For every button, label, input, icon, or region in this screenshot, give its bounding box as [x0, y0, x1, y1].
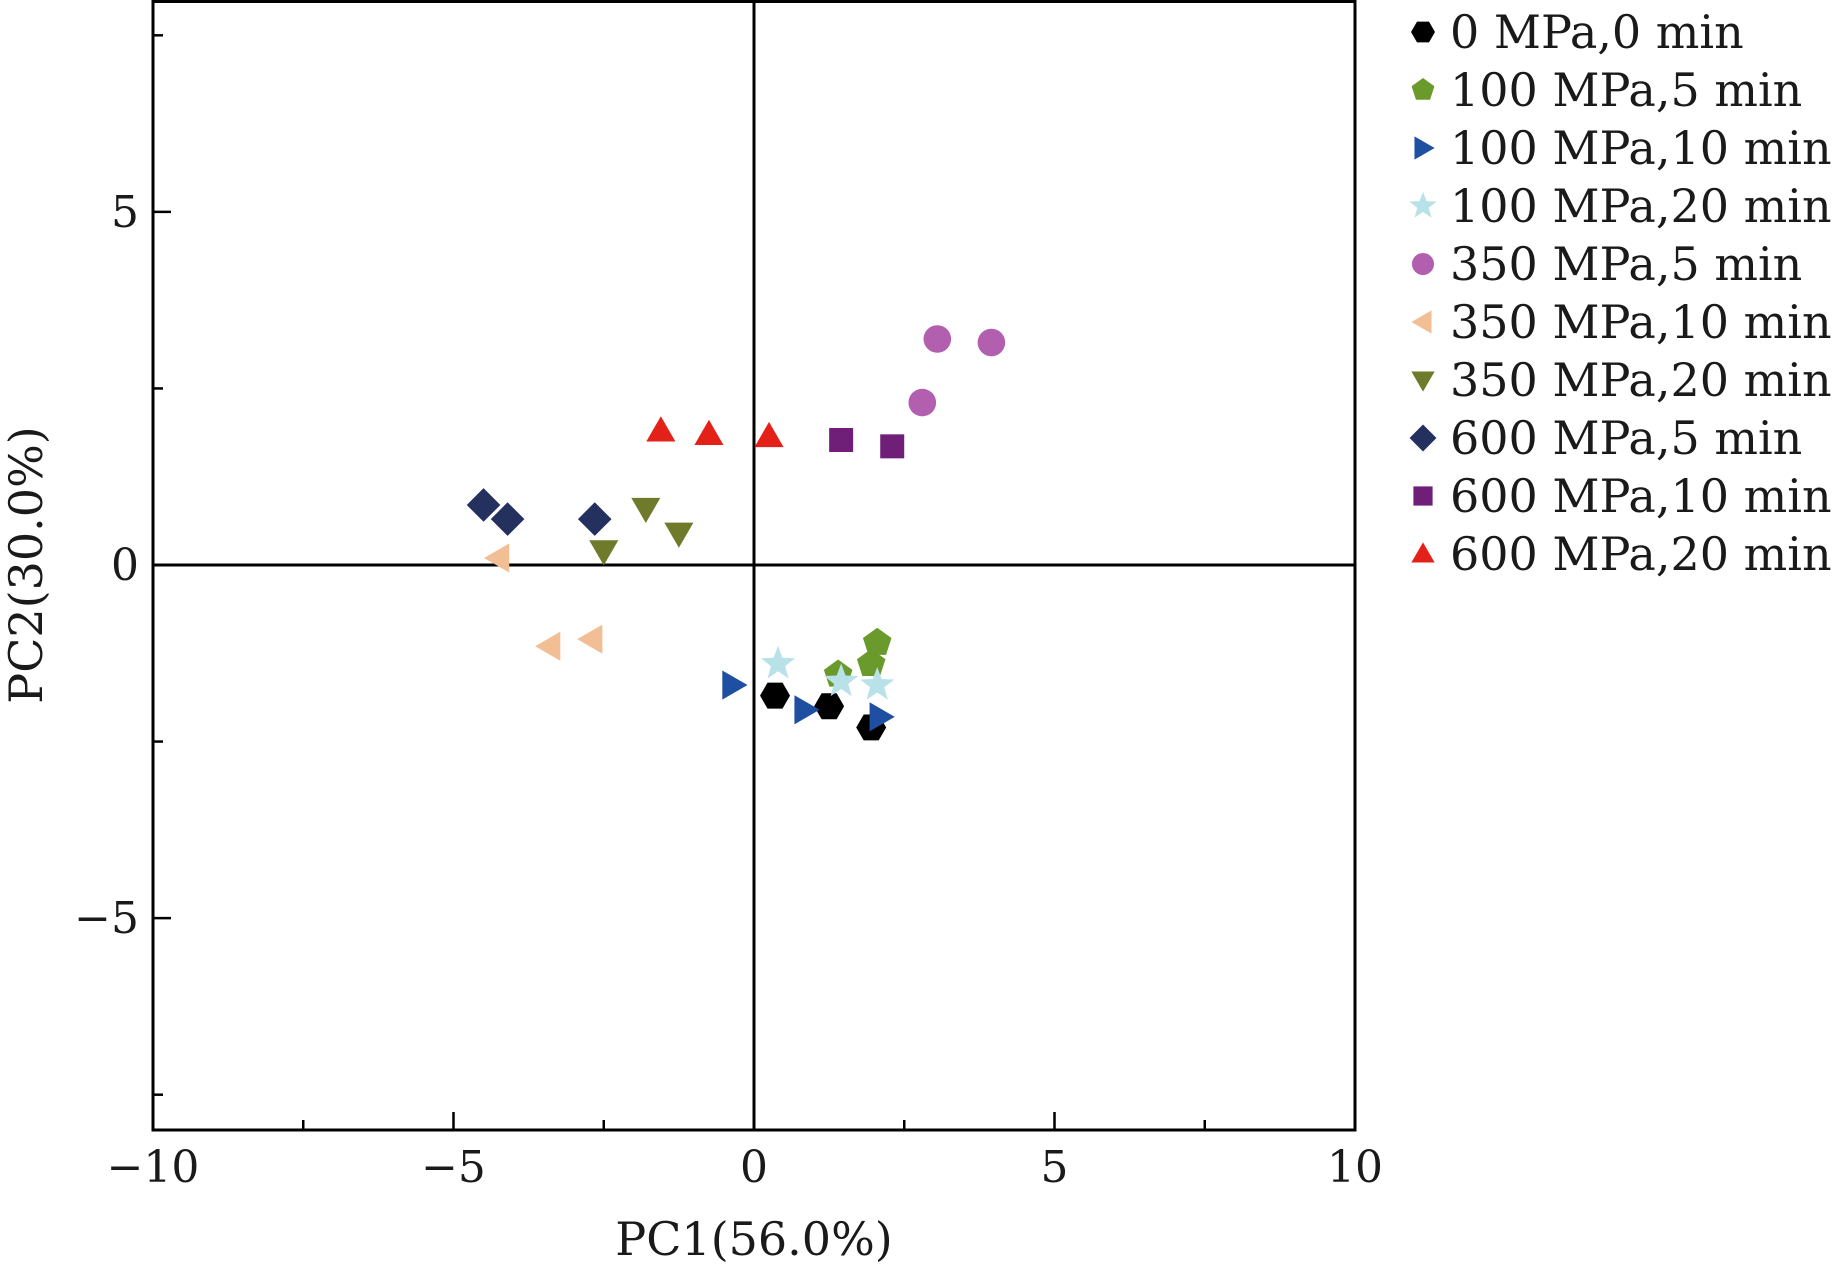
legend-marker — [1414, 136, 1435, 160]
legend-label: 350 MPa,5 min — [1450, 237, 1802, 291]
legend-marker — [1409, 424, 1437, 452]
legend-marker — [1409, 191, 1437, 218]
data-point — [794, 695, 820, 725]
legend-label: 100 MPa,20 min — [1450, 179, 1832, 233]
legend-label: 350 MPa,10 min — [1450, 295, 1832, 349]
legend-label: 600 MPa,5 min — [1450, 411, 1802, 465]
data-point — [754, 421, 784, 448]
axis-ticks — [151, 34, 1357, 1130]
data-point — [577, 502, 612, 536]
legend-marker — [1411, 371, 1435, 392]
data-point — [860, 667, 895, 700]
data-points — [466, 325, 1006, 741]
legend-marker — [1413, 486, 1433, 506]
data-point — [824, 663, 859, 697]
y-axis-title: PC2(30.0%) — [0, 426, 53, 703]
data-point — [490, 502, 525, 536]
legend-marker — [1411, 78, 1435, 100]
zero-lines — [153, 0, 1355, 1130]
data-point — [577, 624, 603, 654]
data-point — [466, 488, 501, 522]
x-tick-label: 0 — [740, 1142, 768, 1193]
data-point — [814, 693, 845, 720]
data-point — [589, 540, 619, 566]
legend-marker — [1411, 252, 1435, 276]
legend-marker — [1411, 310, 1432, 334]
data-point — [631, 497, 661, 524]
data-point — [646, 416, 676, 442]
data-point — [722, 670, 748, 700]
data-point — [862, 627, 892, 655]
data-point — [869, 702, 895, 732]
data-point — [908, 388, 937, 417]
axis-tick-labels: −10 −5 0 5 10 5 0 −5 — [74, 187, 1383, 1193]
data-point — [694, 419, 724, 445]
legend-label: 0 MPa,0 min — [1450, 5, 1744, 59]
data-point — [535, 631, 561, 661]
data-point — [760, 682, 791, 709]
x-tick-label: −10 — [107, 1142, 200, 1193]
legend-marker — [1411, 542, 1435, 563]
legend-label: 600 MPa,20 min — [1450, 527, 1832, 581]
data-point — [880, 434, 905, 459]
legend-label: 600 MPa,10 min — [1450, 469, 1832, 523]
x-tick-label: 10 — [1327, 1142, 1383, 1193]
y-tick-label: 5 — [111, 187, 139, 238]
data-point — [760, 645, 796, 679]
x-tick-label: 5 — [1041, 1142, 1069, 1193]
data-point — [484, 543, 510, 573]
legend-marker — [1411, 21, 1435, 43]
data-point — [977, 328, 1006, 357]
legend-label: 350 MPa,20 min — [1450, 353, 1832, 407]
x-axis-title: PC1(56.0%) — [615, 1212, 892, 1266]
y-tick-label: 0 — [111, 540, 139, 591]
legend-label: 100 MPa,10 min — [1450, 121, 1832, 175]
data-point — [664, 522, 694, 548]
data-point — [856, 648, 886, 677]
data-point — [923, 325, 952, 353]
data-point — [829, 427, 854, 452]
legend-label: 100 MPa,5 min — [1450, 63, 1802, 117]
x-tick-label: −5 — [421, 1142, 486, 1193]
y-tick-label: −5 — [74, 893, 139, 944]
